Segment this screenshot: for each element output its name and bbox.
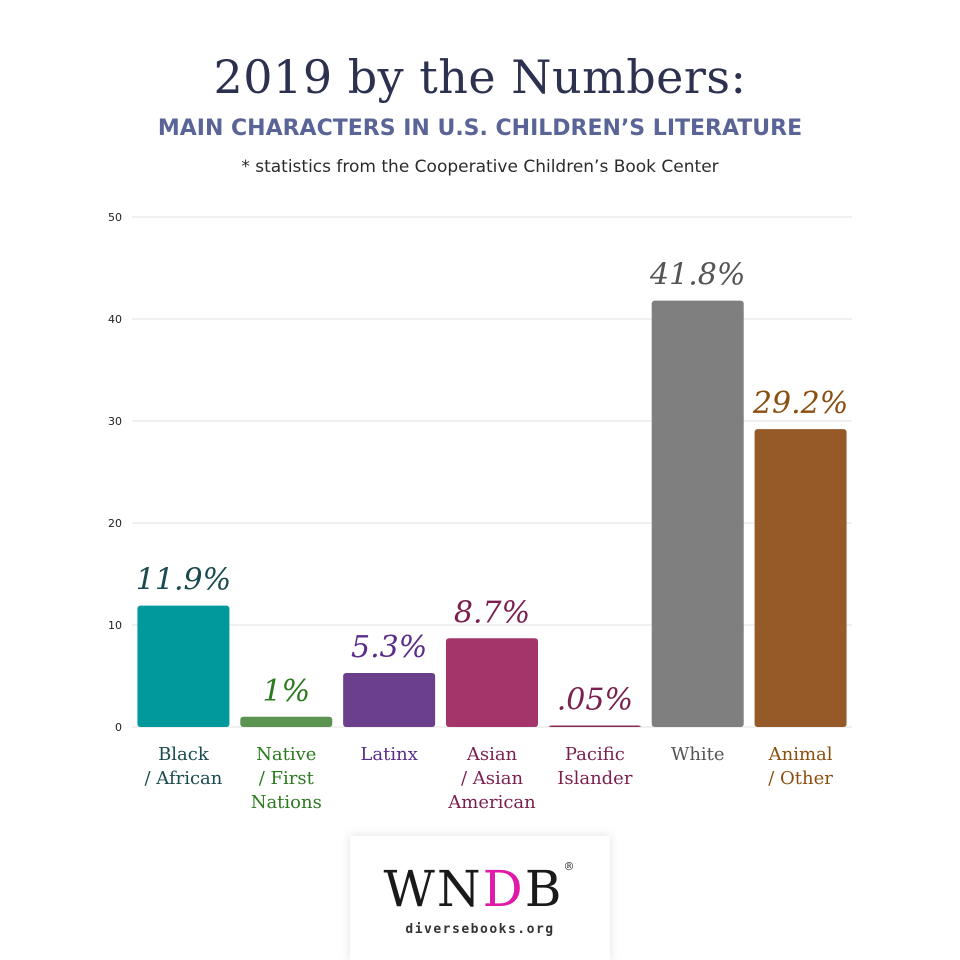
bar	[343, 672, 436, 727]
category-label: Islander	[557, 768, 633, 789]
bar	[240, 716, 333, 727]
data-label: 11.9%	[136, 563, 231, 598]
data-labels: 11.9% 1% 5.3% 8.7% .05% 41.8% 29.2%	[136, 258, 848, 718]
category-label: Pacific	[565, 744, 625, 765]
y-tick-label: 30	[108, 415, 122, 428]
chart-title: 2019 by the Numbers:	[213, 50, 747, 104]
bar	[651, 300, 744, 727]
category-label: American	[447, 792, 536, 813]
category-label: Black	[158, 744, 210, 765]
y-tick-label: 20	[108, 517, 122, 530]
y-tick-labels: 0 10 20 30 40 50	[108, 211, 122, 734]
category-label: White	[671, 744, 725, 765]
bar	[446, 638, 538, 727]
bar	[137, 605, 230, 727]
y-tick-label: 0	[115, 721, 122, 734]
logo-suffix: B	[524, 860, 564, 918]
data-label: 29.2%	[752, 386, 848, 421]
category-label: / Asian	[461, 768, 524, 789]
category-label: / First	[259, 768, 315, 789]
logo-wordmark: WNDB®	[350, 860, 610, 918]
bar-chart: 0 10 20 30 40 50 11.9% 1% 5.3% 8.7% .05% 41.8% 29.2…	[108, 211, 852, 813]
category-label: Animal	[768, 744, 833, 765]
bar	[548, 725, 641, 727]
category-label: Nations	[251, 792, 322, 813]
data-label: .05%	[557, 683, 633, 718]
category-labels: Black / African Native / First Nations Latinx…	[144, 744, 833, 813]
y-tick-label: 10	[108, 619, 122, 632]
registered-mark: ®	[563, 860, 577, 873]
logo-accent-letter: D	[482, 860, 525, 918]
y-tick-label: 40	[108, 313, 122, 326]
bars	[137, 300, 847, 727]
data-label: 5.3%	[351, 630, 427, 665]
y-tick-label: 50	[108, 211, 122, 224]
wndb-logo: WNDB® diversebooks.org	[350, 836, 610, 960]
data-label: 8.7%	[454, 595, 530, 630]
logo-prefix: WN	[383, 860, 483, 918]
category-label: / African	[144, 768, 222, 789]
source-note: * statistics from the Cooperative Childr…	[241, 157, 719, 177]
category-label: Latinx	[360, 744, 417, 765]
category-label: Native	[256, 744, 316, 765]
logo-url: diversebooks.org	[405, 922, 555, 937]
category-label: Asian	[466, 744, 518, 765]
category-label: / Other	[768, 768, 833, 789]
data-label: 1%	[262, 674, 310, 709]
data-label: 41.8%	[649, 258, 745, 293]
bar	[754, 429, 847, 727]
chart-subtitle: MAIN CHARACTERS IN U.S. CHILDREN’S LITER…	[157, 116, 803, 141]
